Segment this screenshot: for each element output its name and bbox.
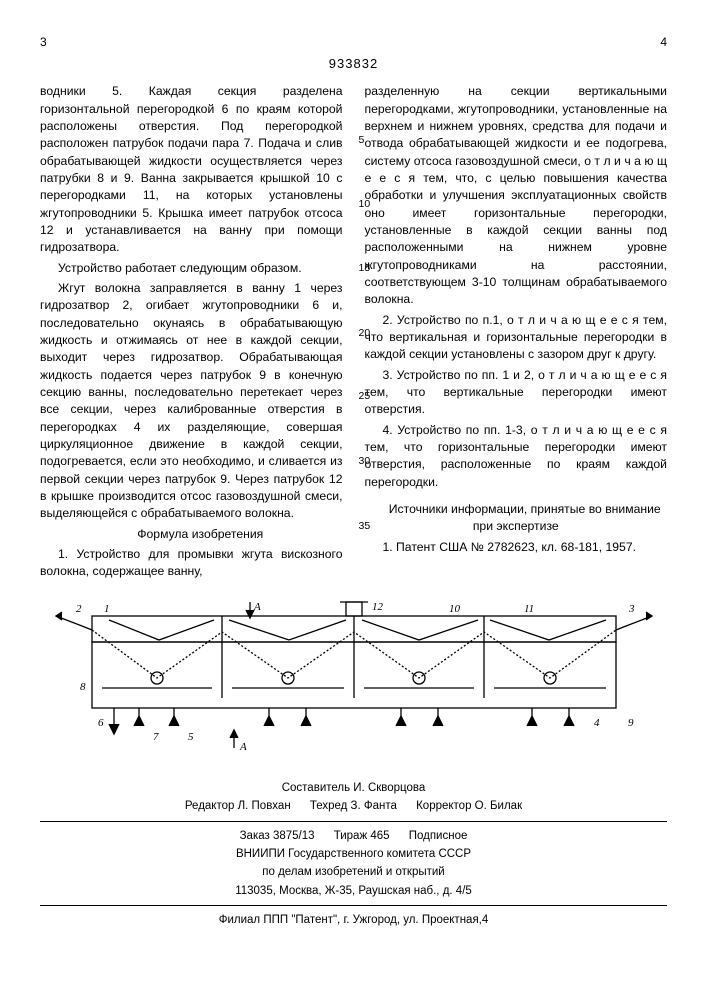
org-1: ВНИИПИ Государственного комитета СССР: [40, 846, 667, 862]
line-number: 20: [359, 326, 371, 341]
corrector: Корректор О. Билак: [416, 800, 522, 812]
svg-text:7: 7: [153, 731, 159, 743]
svg-text:А: А: [239, 741, 247, 753]
org-2: по делам изобретений и открытий: [40, 864, 667, 880]
page-right: 4: [660, 34, 667, 51]
order: Заказ 3875/13: [240, 830, 315, 842]
tech: Техред З. Фанта: [310, 800, 397, 812]
page-header: 3 4: [40, 34, 667, 51]
svg-text:8: 8: [80, 681, 86, 693]
svg-text:10: 10: [449, 603, 461, 615]
circulation: Тираж 465: [334, 830, 390, 842]
svg-text:1: 1: [104, 603, 110, 615]
line-number: 35: [359, 519, 371, 534]
svg-text:12: 12: [372, 601, 384, 613]
address: 113035, Москва, Ж-35, Раушская наб., д. …: [40, 883, 667, 899]
branch: Филиал ППП "Патент", г. Ужгород, ул. Про…: [40, 912, 667, 928]
svg-text:2: 2: [76, 603, 82, 615]
subscription: Подписное: [409, 830, 468, 842]
line-number: 15: [359, 261, 371, 276]
svg-text:5: 5: [188, 731, 194, 743]
sources-heading: Источники информации, принятые во вниман…: [365, 501, 668, 536]
para-2: Устройство работает следующим образом.: [40, 260, 343, 277]
diagram-svg: 2 1 А 12 10 11 3 8 6 7 5 А 4 9: [54, 598, 654, 753]
page-left: 3: [40, 34, 47, 51]
colophon: Составитель И. Скворцова Редактор Л. Пов…: [40, 780, 667, 928]
line-number: 25: [359, 389, 371, 404]
formula-heading: Формула изобретения: [40, 526, 343, 543]
editor: Редактор Л. Повхан: [185, 800, 291, 812]
para-1: водники 5. Каждая секция разделена гориз…: [40, 83, 343, 256]
claims: разделенную на секции вертикальными пере…: [365, 83, 668, 491]
print-row: Заказ 3875/13 Тираж 465 Подписное: [40, 828, 667, 844]
claim-2: 2. Устройство по п.1, о т л и ч а ю щ е …: [365, 312, 668, 364]
claim-3: 3. Устройство по пп. 1 и 2, о т л и ч а …: [365, 367, 668, 419]
line-number: 5: [359, 133, 365, 148]
source-1: 1. Патент США № 2782623, кл. 68-181, 195…: [365, 539, 668, 556]
svg-text:4: 4: [594, 717, 600, 729]
claim-1-cont: разделенную на секции вертикальными пере…: [365, 83, 668, 308]
svg-text:9: 9: [628, 717, 634, 729]
para-3: Жгут волокна заправляется в ванну 1 чере…: [40, 280, 343, 523]
left-column: водники 5. Каждая секция разделена гориз…: [40, 83, 343, 583]
svg-text:А: А: [253, 601, 261, 613]
text-columns: водники 5. Каждая секция разделена гориз…: [40, 83, 667, 583]
compiler: Составитель И. Скворцова: [40, 780, 667, 796]
svg-text:6: 6: [98, 717, 104, 729]
figure-diagram: 2 1 А 12 10 11 3 8 6 7 5 А 4 9: [40, 598, 667, 758]
svg-text:3: 3: [628, 603, 635, 615]
svg-text:11: 11: [524, 603, 534, 615]
line-number: 10: [359, 197, 371, 212]
claim-4: 4. Устройство по пп. 1-3, о т л и ч а ю …: [365, 422, 668, 491]
credits-row: Редактор Л. Повхан Техред З. Фанта Корре…: [40, 798, 667, 814]
doc-number: 933832: [40, 55, 667, 73]
line-number: 30: [359, 454, 371, 469]
right-column: 5 10 15 20 25 30 35 разделенную на секци…: [365, 83, 668, 583]
claim-1-start: 1. Устройство для промывки жгута вискозн…: [40, 546, 343, 581]
